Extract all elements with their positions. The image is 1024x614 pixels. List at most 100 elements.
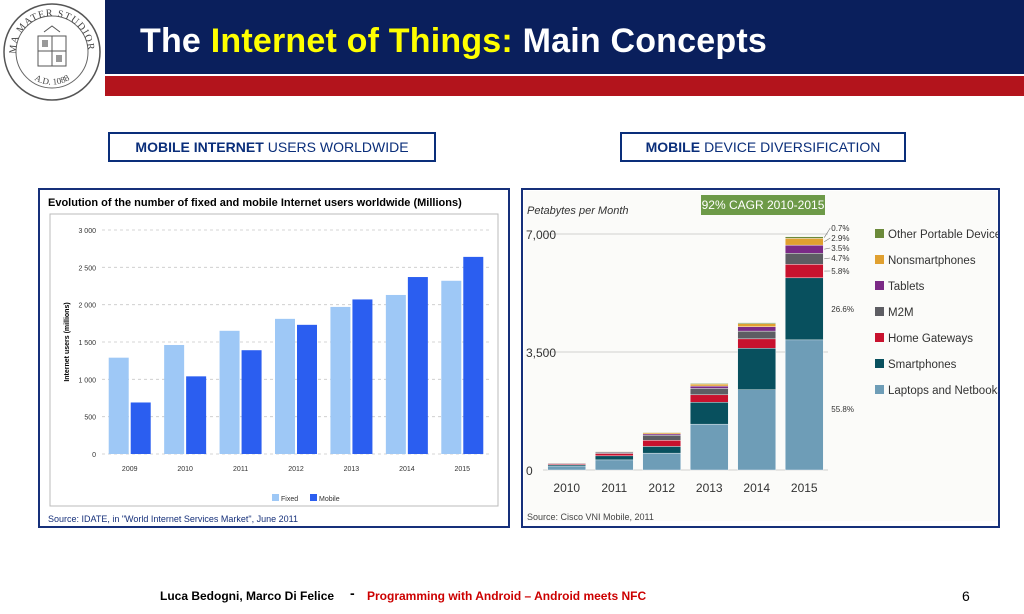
chart1-ytick-label: 0 — [92, 452, 96, 459]
chart1-bar-mobile-2009 — [130, 402, 151, 454]
chart2-legend-label-3: M2M — [888, 307, 914, 319]
chart2-legend-label-4: Home Gateways — [888, 333, 973, 345]
chart1-ytick-label: 500 — [84, 415, 96, 422]
chart1-bar-mobile-2015 — [463, 256, 484, 454]
chart1-ytick-label: 3 000 — [78, 228, 96, 235]
chart2-segment-pct-label: 4.7% — [831, 254, 849, 263]
chart2-segment-4-2012 — [642, 433, 681, 436]
chart2-ytick-label: 0 — [526, 464, 533, 478]
chart2-xtick-label: 2013 — [696, 481, 723, 495]
chart1-bar-mobile-2012 — [297, 324, 317, 454]
chart2-xtick-label: 2012 — [648, 481, 675, 495]
chart2-xtick-label: 2010 — [553, 481, 580, 495]
title-part2: Main Concepts — [512, 22, 767, 60]
chart2-legend-swatch-0 — [875, 229, 884, 238]
chart1-y-axis-label: Internet users (millions) — [64, 302, 71, 381]
chart2-source: Source: Cisco VNI Mobile, 2011 — [527, 512, 654, 522]
chart2-segment-6-2014 — [737, 322, 776, 324]
footer-separator: - — [350, 585, 355, 601]
chart2-segment-pct-label: 0.7% — [831, 224, 849, 233]
chart1-ytick-label: 2 000 — [78, 303, 96, 310]
chart2-segment-3-2013 — [690, 388, 729, 396]
chart1-bar-mobile-2013 — [352, 299, 373, 454]
section-label-left-rest: USERS WORLDWIDE — [267, 139, 409, 155]
chart2-segment-0-2014 — [737, 389, 776, 471]
chart2-segment-5-2014 — [737, 323, 776, 327]
mobile-traffic-chart: Petabytes per Month 0 3,500 7,000 92% CAGR 2… — [524, 191, 998, 522]
chart2-segment-5-2015 — [785, 238, 824, 246]
chart1-xtick-label: 2011 — [233, 466, 248, 473]
page-title: The Internet of Things: Main Concepts — [140, 22, 767, 61]
chart2-xtick-label: 2011 — [601, 481, 627, 495]
chart1-ytick-label: 1 500 — [78, 340, 96, 347]
chart2-segment-1-2010 — [547, 464, 586, 467]
chart2-segment-0-2012 — [642, 452, 681, 471]
chart2-segment-6-2015 — [785, 236, 824, 239]
chart2-segment-3-2011 — [595, 451, 634, 454]
footer-course-title: Programming with Android – Android meets… — [367, 589, 647, 603]
chart2-segment-2-2011 — [595, 453, 634, 457]
chart1-bar-fixed-2011 — [219, 330, 240, 454]
chart2-segment-0-2011 — [595, 459, 634, 471]
chart1-legend-fixed: Fixed — [281, 496, 298, 503]
chart1-bar-fixed-2013 — [330, 306, 351, 454]
logo-text-bottom: A.D. 1088 — [33, 72, 71, 86]
chart2-legend-swatch-3 — [875, 307, 884, 316]
chart2-segment-0-2010 — [547, 465, 586, 471]
chart1-bar-fixed-2012 — [275, 318, 295, 454]
section-label-right-bold: MOBILE — [645, 139, 701, 155]
header-band — [105, 0, 1024, 74]
chart2-segment-2-2014 — [737, 338, 776, 349]
chart1-bar-mobile-2014 — [407, 277, 428, 454]
chart1-bar-mobile-2011 — [241, 350, 262, 454]
chart2-legend-label-2: Tablets — [888, 281, 925, 293]
chart2-segment-1-2014 — [737, 348, 776, 390]
chart2-legend-swatch-2 — [875, 281, 884, 290]
chart2-xtick-label: 2015 — [791, 481, 818, 495]
chart2-segment-1-2011 — [595, 455, 634, 461]
chart1-title: Evolution of the number of fixed and mob… — [48, 197, 462, 209]
chart1-bar-fixed-2010 — [164, 344, 185, 454]
chart1-xtick-label: 2009 — [122, 466, 138, 473]
chart1-legend-mobile: Mobile — [319, 496, 340, 503]
chart2-segment-pct-label: 2.9% — [831, 234, 849, 243]
chart1-legend-swatch-fixed — [272, 494, 279, 501]
chart2-segment-1-2013 — [690, 402, 729, 425]
chart2-segment-0-2013 — [690, 423, 729, 471]
chart2-segment-2-2015 — [785, 264, 824, 279]
internet-users-chart-panel: Evolution of the number of fixed and mob… — [38, 188, 510, 528]
chart2-segment-pct-label: 5.8% — [831, 267, 849, 276]
chart1-xtick-label: 2014 — [399, 466, 415, 473]
chart2-segment-6-2013 — [690, 383, 729, 385]
chart2-segment-leader — [824, 237, 831, 243]
chart2-segment-2-2013 — [690, 394, 729, 403]
chart1-bar-mobile-2010 — [186, 376, 207, 454]
header-red-stripe — [105, 76, 1024, 96]
page-number: 6 — [962, 588, 970, 604]
chart2-legend-swatch-4 — [875, 333, 884, 342]
chart2-segment-1-2012 — [642, 446, 681, 454]
chart1-xtick-label: 2015 — [454, 466, 470, 473]
chart2-xtick-label: 2014 — [743, 481, 770, 495]
chart2-ytick-label: 7,000 — [526, 228, 556, 242]
chart2-segment-6-2012 — [642, 431, 681, 433]
title-highlight: Internet of Things: — [210, 22, 513, 60]
chart2-segment-4-2013 — [690, 385, 729, 389]
chart1-xtick-label: 2013 — [344, 466, 360, 473]
chart2-legend-label-5: Smartphones — [888, 359, 957, 371]
chart2-segment-pct-label: 26.6% — [831, 305, 854, 314]
chart2-segment-2-2012 — [642, 440, 681, 447]
chart1-xtick-label: 2012 — [288, 466, 304, 473]
chart2-segment-5-2013 — [690, 383, 729, 387]
section-label-device-diversification: MOBILE DEVICE DIVERSIFICATION — [620, 132, 906, 162]
chart2-legend-swatch-6 — [875, 385, 884, 394]
chart2-segment-leader — [824, 247, 831, 250]
chart2-y-axis-label: Petabytes per Month — [527, 205, 629, 217]
chart2-ytick-label: 3,500 — [526, 346, 556, 360]
chart2-legend-swatch-5 — [875, 359, 884, 368]
chart2-segment-1-2015 — [785, 277, 824, 341]
chart1-ytick-label: 1 000 — [78, 377, 96, 384]
internet-users-chart: Evolution of the number of fixed and mob… — [48, 197, 499, 524]
chart2-cagr-box — [701, 195, 825, 215]
chart2-cagr-label: 92% CAGR 2010-2015 — [702, 198, 825, 212]
